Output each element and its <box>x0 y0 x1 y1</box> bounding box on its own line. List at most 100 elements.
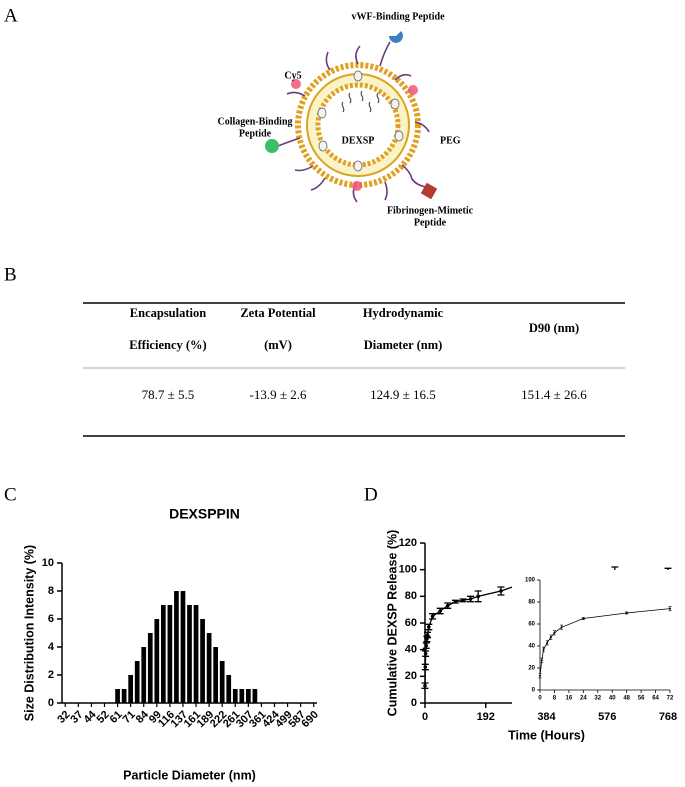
y-tick-label: 0 <box>411 697 417 709</box>
bar <box>154 619 160 703</box>
table-cell: 151.4 ± 26.6 <box>521 387 587 402</box>
liposome-diagram <box>265 31 438 203</box>
bar <box>239 689 245 703</box>
x-tick-label: 72 <box>667 696 674 702</box>
table-header: Diameter (nm) <box>364 338 443 352</box>
y-tick-label: 120 <box>399 537 417 549</box>
data-point <box>468 597 473 601</box>
table-cell: -13.9 ± 2.6 <box>250 387 307 402</box>
bar <box>174 591 179 703</box>
data-point <box>549 636 552 639</box>
bar <box>160 605 166 703</box>
bar <box>252 689 258 703</box>
panel-label: B <box>4 264 17 285</box>
x-tick-label: 16 <box>566 696 573 702</box>
bar <box>128 675 134 703</box>
x-tick-label: 192 <box>477 711 495 723</box>
panel-label: C <box>4 484 17 505</box>
bar <box>167 605 173 703</box>
table-cell: 78.7 ± 5.5 <box>142 387 195 402</box>
diagram-label: vWF-Binding Peptide <box>351 11 445 22</box>
bar <box>134 661 140 703</box>
y-tick-label: 8 <box>48 585 54 597</box>
bar <box>213 647 219 703</box>
y-axis-label: Cumulative DEXSP Release (%) <box>385 530 399 717</box>
table-header: Efficiency (%) <box>129 338 206 352</box>
inset-frame <box>512 570 678 708</box>
data-point <box>542 648 545 651</box>
diagram-label: Fibrinogen-Mimetic <box>387 205 474 216</box>
diagram-label: DEXSP <box>342 135 375 146</box>
y-tick-label: 60 <box>405 617 417 629</box>
x-tick-label: 0 <box>538 696 542 702</box>
data-point <box>582 617 585 620</box>
x-tick-label: 384 <box>537 711 556 723</box>
x-axis-label: Time (Hours) <box>508 728 585 742</box>
data-point <box>625 612 628 614</box>
table-header: D90 (nm) <box>529 321 579 335</box>
data-point <box>540 659 543 662</box>
x-tick-label: 40 <box>609 696 616 702</box>
table-header: Hydrodynamic <box>363 306 444 320</box>
data-point <box>445 603 450 608</box>
diagram-label: Peptide <box>239 128 272 139</box>
y-tick-label: 60 <box>528 622 535 628</box>
panel-label: A <box>4 5 18 26</box>
data-point <box>499 589 503 593</box>
y-axis-label: Size Distribution Intensity (%) <box>22 545 36 721</box>
bar <box>200 619 205 703</box>
y-tick-label: 0 <box>532 688 536 694</box>
bar <box>121 689 127 703</box>
bar <box>193 605 199 703</box>
series-line <box>539 608 671 676</box>
data-point <box>438 609 442 613</box>
bar <box>245 689 251 703</box>
data-point <box>476 594 480 599</box>
x-tick-label: 32 <box>594 696 601 702</box>
y-tick-label: 100 <box>399 564 417 576</box>
data-point <box>553 631 556 634</box>
y-tick-label: 40 <box>528 644 535 650</box>
bar <box>206 633 212 703</box>
x-tick-label: 8 <box>553 696 557 702</box>
data-point <box>539 674 541 677</box>
table-header: Zeta Potential <box>240 306 316 320</box>
data-point <box>461 598 465 603</box>
chart-title: DEXSPPIN <box>169 506 240 522</box>
table-header: (mV) <box>264 338 292 352</box>
diagram-label: Peptide <box>414 217 447 228</box>
panel-label: D <box>364 484 378 505</box>
data-point <box>423 665 428 669</box>
data-point <box>560 626 563 629</box>
x-tick-label: 48 <box>623 696 630 702</box>
y-tick-label: 0 <box>48 697 54 709</box>
x-tick-label: 24 <box>580 696 587 702</box>
x-tick-label: 690 <box>299 709 320 730</box>
data-point <box>424 643 429 648</box>
y-tick-label: 20 <box>528 666 535 672</box>
diagram-label: Cy5 <box>284 70 301 81</box>
x-tick-label: 64 <box>652 696 659 702</box>
y-tick-label: 20 <box>405 670 417 682</box>
bar <box>147 633 153 703</box>
table-cell: 124.9 ± 16.5 <box>370 387 436 402</box>
diagram-label: Collagen-Binding <box>217 116 292 127</box>
data-point <box>423 651 428 656</box>
x-tick-label: 56 <box>638 696 645 702</box>
data-point <box>426 625 431 629</box>
bar <box>219 661 225 703</box>
data-point <box>425 633 430 637</box>
y-tick-label: 80 <box>528 600 535 606</box>
data-point <box>423 683 427 688</box>
data-point <box>546 641 549 644</box>
data-point <box>669 607 671 610</box>
bar <box>180 591 186 703</box>
bar <box>226 675 232 703</box>
bar <box>141 647 147 703</box>
data-point <box>453 599 458 604</box>
x-axis-label: Particle Diameter (nm) <box>123 768 256 782</box>
bar <box>232 689 238 703</box>
y-tick-label: 80 <box>405 590 417 602</box>
data-point <box>430 614 435 619</box>
